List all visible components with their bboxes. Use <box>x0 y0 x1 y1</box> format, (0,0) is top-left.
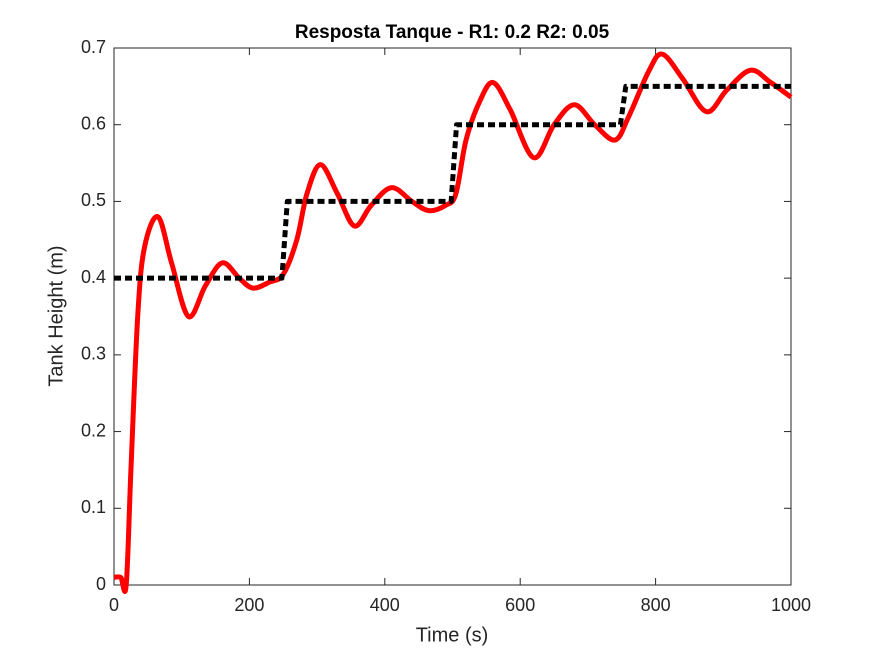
y-tick-label: 0.4 <box>81 267 106 287</box>
setpoint-line <box>114 83 791 281</box>
x-tick-label: 600 <box>505 595 535 615</box>
response-line <box>113 51 793 595</box>
chart-title: Resposta Tanque - R1: 0.2 R2: 0.05 <box>295 22 610 43</box>
y-tick-label: 0.2 <box>81 420 106 440</box>
x-axis-label: Time (s) <box>416 624 489 646</box>
y-tick-label: 0.6 <box>81 113 106 133</box>
x-tick-label: 400 <box>370 595 400 615</box>
y-tick-label: 0.3 <box>81 344 106 364</box>
y-tick-label: 0.5 <box>81 190 106 210</box>
x-tick-label: 0 <box>109 595 119 615</box>
y-tick-label: 0.7 <box>81 37 106 57</box>
y-tick-label: 0 <box>96 574 106 594</box>
x-tick-label: 800 <box>641 595 671 615</box>
x-tick-label: 1000 <box>771 595 811 615</box>
plot-area <box>113 47 792 586</box>
y-axis-label: Tank Height (m) <box>45 245 67 386</box>
x-tick-label: 200 <box>234 595 264 615</box>
y-tick-label: 0.1 <box>81 497 106 517</box>
